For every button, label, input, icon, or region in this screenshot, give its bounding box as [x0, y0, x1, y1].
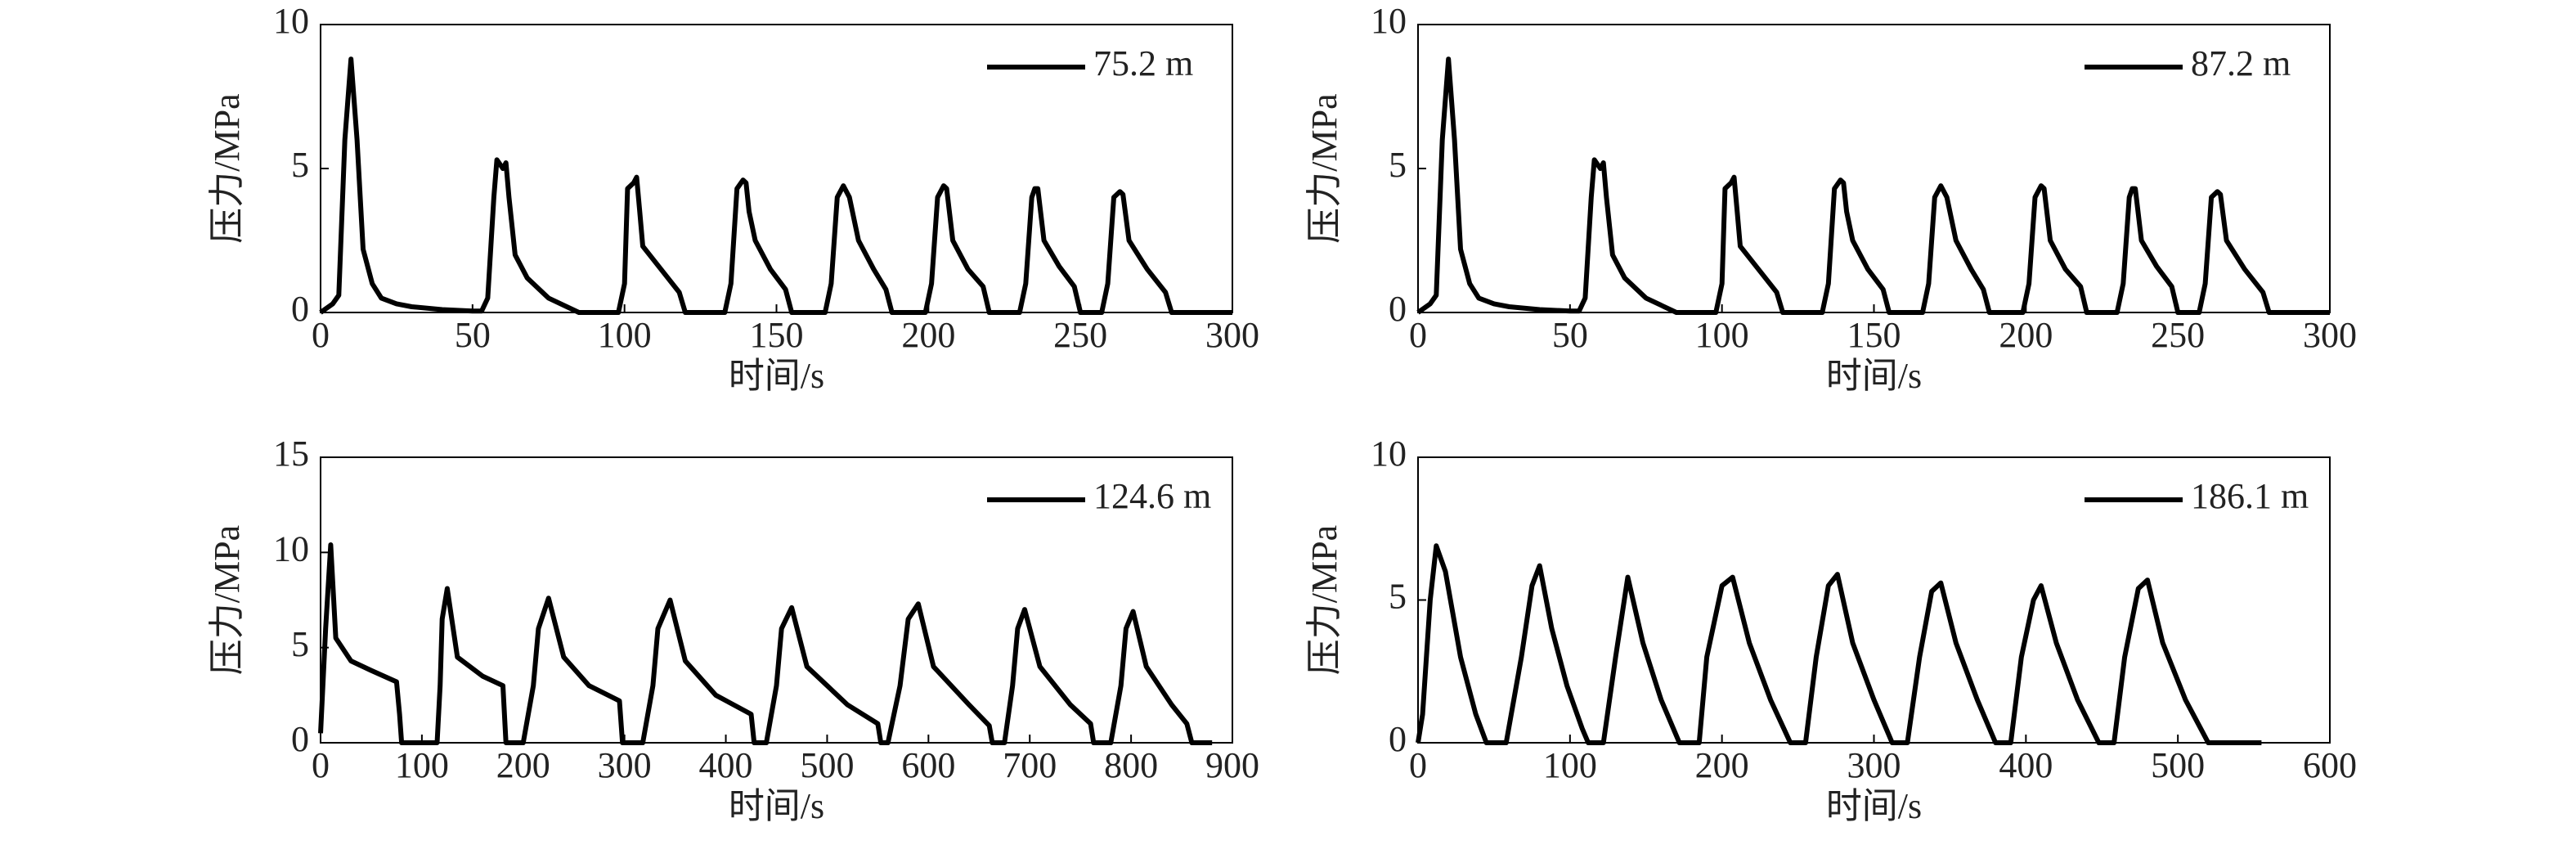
y-tick-label: 5: [291, 145, 309, 185]
y-tick-label: 15: [273, 434, 309, 474]
x-tick-label: 150: [1847, 315, 1901, 355]
data-line: [318, 542, 1213, 745]
y-axis-title: 压力/MPa: [207, 525, 247, 675]
data-line: [1416, 543, 2262, 745]
y-tick-label: 10: [1371, 1, 1407, 41]
x-tick-label: 500: [800, 745, 854, 785]
y-tick-label: 5: [1389, 577, 1407, 617]
y-tick-label: 0: [291, 289, 309, 329]
x-tick-label: 500: [2151, 745, 2205, 785]
y-tick-label: 0: [1389, 719, 1407, 759]
x-tick-label: 200: [1695, 745, 1749, 785]
x-tick-label: 900: [1205, 745, 1259, 785]
x-tick-label: 300: [2303, 315, 2357, 355]
y-axis-title: 压力/MPa: [1304, 93, 1344, 243]
x-tick-label: 300: [598, 745, 652, 785]
y-tick-label: 5: [1389, 145, 1407, 185]
y-tick-label: 0: [291, 719, 309, 759]
y-tick-label: 10: [1371, 434, 1407, 474]
x-tick-label: 0: [312, 315, 330, 355]
y-tick-label: 5: [291, 624, 309, 664]
x-tick-label: 250: [2151, 315, 2205, 355]
y-tick-label: 10: [273, 528, 309, 569]
x-tick-label: 200: [496, 745, 550, 785]
x-tick-label: 400: [1999, 745, 2053, 785]
x-tick-label: 300: [1205, 315, 1259, 355]
x-tick-label: 50: [455, 315, 491, 355]
x-tick-label: 0: [1409, 315, 1427, 355]
x-tick-label: 150: [750, 315, 804, 355]
x-tick-label: 100: [598, 315, 652, 355]
x-tick-label: 0: [312, 745, 330, 785]
x-tick-label: 800: [1104, 745, 1158, 785]
x-axis-title: 时间/s: [729, 786, 824, 826]
y-tick-label: 0: [1389, 289, 1407, 329]
plot-frame: [320, 456, 1233, 744]
x-tick-label: 0: [1409, 745, 1427, 785]
x-tick-label: 400: [699, 745, 753, 785]
x-tick-label: 100: [395, 745, 449, 785]
x-tick-label: 200: [1999, 315, 2053, 355]
x-tick-label: 200: [901, 315, 955, 355]
x-tick-label: 700: [1003, 745, 1057, 785]
legend-label: 87.2 m: [2191, 43, 2291, 83]
legend-label: 75.2 m: [1093, 43, 1193, 83]
legend-label: 186.1 m: [2191, 476, 2309, 516]
x-tick-label: 50: [1552, 315, 1588, 355]
x-tick-label: 300: [1847, 745, 1901, 785]
data-line: [1416, 56, 2330, 315]
x-axis-title: 时间/s: [729, 356, 824, 396]
data-line: [319, 56, 1232, 315]
x-tick-label: 100: [1543, 745, 1597, 785]
x-tick-label: 600: [2303, 745, 2357, 785]
x-axis-title: 时间/s: [1826, 356, 1922, 396]
x-axis-title: 时间/s: [1826, 786, 1922, 826]
y-axis-title: 压力/MPa: [207, 93, 247, 243]
y-axis-title: 压力/MPa: [1304, 525, 1344, 675]
x-tick-label: 600: [901, 745, 955, 785]
y-tick-label: 10: [273, 1, 309, 41]
x-tick-label: 250: [1053, 315, 1107, 355]
x-tick-label: 100: [1695, 315, 1749, 355]
legend-label: 124.6 m: [1093, 476, 1211, 516]
